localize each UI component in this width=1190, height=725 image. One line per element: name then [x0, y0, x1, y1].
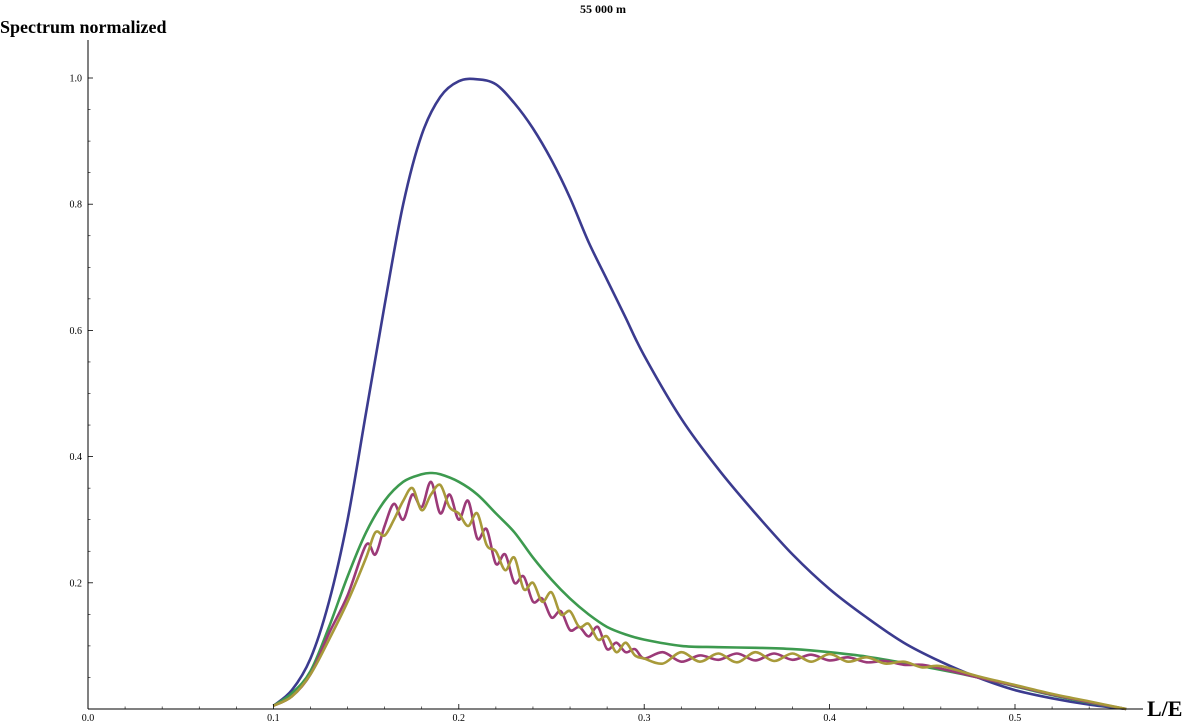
y-tick-label: 0.8	[70, 200, 83, 211]
series-line-3	[272, 480, 1127, 711]
x-axis-title: L/E	[1147, 696, 1182, 721]
series-line-2	[272, 471, 1127, 711]
x-tick-label: 0.1	[267, 713, 280, 724]
x-tick-label: 0.0	[82, 713, 95, 724]
y-axis-title: Spectrum normalized	[0, 17, 166, 37]
x-tick-label: 0.2	[453, 713, 466, 724]
y-tick-label: 1.0	[70, 74, 83, 85]
y-tick-label: 0.6	[70, 326, 83, 337]
x-tick-label: 0.3	[638, 713, 651, 724]
chart-title: 55 000 m	[580, 2, 626, 16]
y-tick-label: 0.4	[70, 452, 83, 463]
ticks-layer: 0.0 0.1 0.2 0.3 0.4 0.5 0.2 0.4 0.6 0.8 1.0	[70, 74, 1090, 724]
series-layer	[272, 77, 1127, 711]
series-line-1	[272, 77, 1127, 711]
y-tick-label: 0.2	[70, 578, 83, 589]
x-tick-label: 0.4	[823, 713, 836, 724]
x-tick-label: 0.5	[1009, 713, 1022, 724]
axes-layer	[87, 40, 1143, 710]
series-line-4	[272, 483, 1127, 711]
